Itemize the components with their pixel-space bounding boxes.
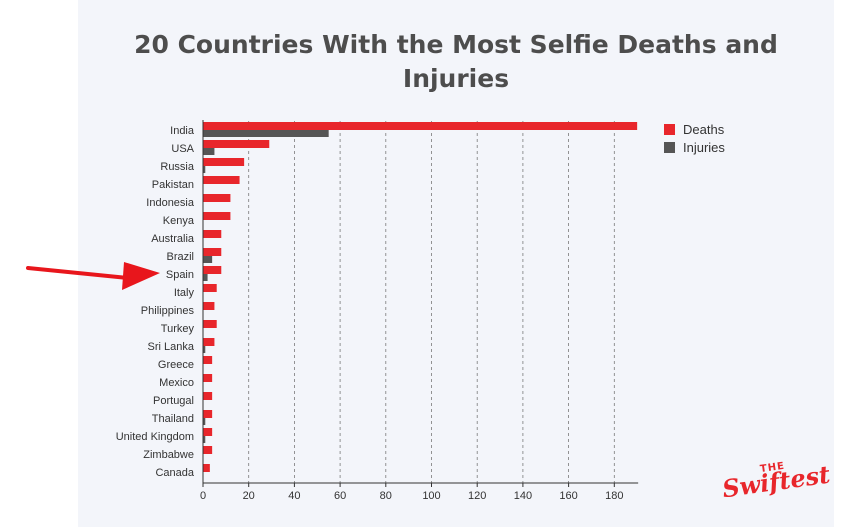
category-label-sri-lanka: Sri Lanka [148,341,195,353]
bar-deaths-united-kingdom [203,428,213,436]
category-label-canada: Canada [155,467,194,479]
arrow-shaft [26,266,130,280]
x-tick-label-80: 80 [380,490,392,502]
category-label-philippines: Philippines [141,305,195,317]
bar-deaths-brazil [203,248,222,256]
category-label-mexico: Mexico [159,377,194,389]
x-tick-label-180: 180 [605,490,623,502]
category-label-brazil: Brazil [166,251,194,263]
category-label-turkey: Turkey [161,323,195,335]
bar-injuries-spain [203,274,208,281]
category-label-indonesia: Indonesia [146,197,195,209]
legend-injuries-swatch [664,142,675,153]
category-label-india: India [170,125,195,137]
x-tick-label-40: 40 [288,490,300,502]
category-label-italy: Italy [174,287,195,299]
x-tick-label-60: 60 [334,490,346,502]
bar-injuries-russia [203,166,206,173]
bar-deaths-turkey [203,320,217,328]
bars [203,122,638,472]
category-label-kenya: Kenya [163,215,195,227]
category-label-thailand: Thailand [152,413,194,425]
bar-deaths-indonesia [203,194,231,202]
bar-deaths-zimbabwe [203,446,213,454]
bar-deaths-usa [203,140,270,148]
bar-deaths-philippines [203,302,215,310]
bar-injuries-usa [203,148,215,155]
bar-deaths-india [203,122,638,130]
bar-deaths-portugal [203,392,213,400]
bar-deaths-italy [203,284,217,292]
bar-deaths-canada [203,464,210,472]
category-label-usa: USA [171,143,194,155]
category-labels: India USA Russia Pakistan Indonesia Kenya Aust… [116,125,195,479]
category-label-united-kingdom: United Kingdom [116,431,194,443]
category-label-portugal: Portugal [153,395,194,407]
arrow-head [122,262,160,290]
x-tick-label-100: 100 [422,490,440,502]
bar-injuries-thailand [203,418,206,425]
bar-deaths-mexico [203,374,213,382]
bar-injuries-united-kingdom [203,436,206,443]
gridlines [248,121,615,483]
bar-deaths-australia [203,230,222,238]
chart-title: 20 Countries With the Most Selfie Deaths… [134,30,778,93]
category-label-russia: Russia [160,161,195,173]
category-label-australia: Australia [151,233,195,245]
bar-deaths-sri-lanka [203,338,215,346]
category-label-greece: Greece [158,359,194,371]
x-tick-label-0: 0 [200,490,206,502]
legend-deaths: Deaths [664,122,724,137]
bar-deaths-thailand [203,410,213,418]
x-tick-label-120: 120 [468,490,486,502]
bar-deaths-greece [203,356,213,364]
category-label-pakistan: Pakistan [152,179,194,191]
logo-the: THE [759,460,786,476]
bar-injuries-india [203,130,329,137]
bar-deaths-spain [203,266,222,274]
legend-deaths-label: Deaths [683,122,725,137]
arrow-annotation [26,262,160,290]
category-label-spain: Spain [166,269,194,281]
legend-injuries: Injuries [664,140,725,155]
bar-deaths-pakistan [203,176,240,184]
bar-deaths-kenya [203,212,231,220]
bar-deaths-russia [203,158,245,166]
legend-deaths-swatch [664,124,675,135]
x-tick-label-160: 160 [559,490,577,502]
x-axis: 0 20 40 60 80 100 120 140 160 180 [200,120,639,502]
legend-injuries-label: Injuries [683,140,725,155]
x-tick-label-140: 140 [514,490,532,502]
category-label-zimbabwe: Zimbabwe [143,449,194,461]
bar-injuries-sri-lanka [203,346,206,353]
x-tick-label-20: 20 [243,490,255,502]
bar-injuries-brazil [203,256,213,263]
